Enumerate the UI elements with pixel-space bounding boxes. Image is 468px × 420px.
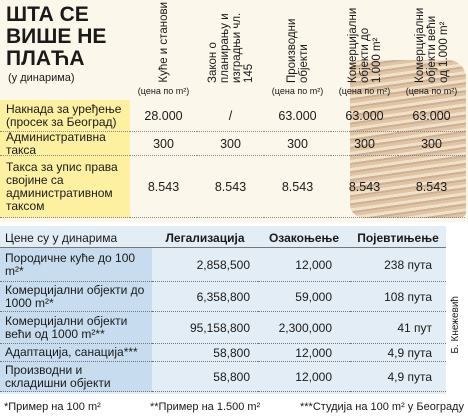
column-header: Закон о планирању и изградњи чл. 145 bbox=[197, 0, 264, 84]
fee-cell: 8.543 bbox=[130, 156, 197, 218]
table-cell: 2,858,500 bbox=[152, 248, 258, 282]
fee-cell: 300 bbox=[398, 132, 465, 156]
table-cell: 108 пута bbox=[350, 282, 446, 312]
row-label: Производни и складишни објекти bbox=[0, 362, 152, 392]
table-header: Легализација bbox=[152, 228, 258, 248]
table-header: Цене су у динарима bbox=[0, 228, 152, 248]
row-label: Породичне куће до 100 m²* bbox=[0, 248, 152, 282]
fee-cell: 8.543 bbox=[197, 156, 264, 218]
credit: Б. Кнежевић bbox=[450, 296, 466, 400]
fee-cell: 63.000 bbox=[331, 100, 398, 132]
column-header: Производни објекти bbox=[264, 0, 331, 84]
column-unit: (цена по m²) bbox=[137, 86, 190, 96]
fee-cell: 8.543 bbox=[264, 156, 331, 218]
table-cell: 12,000 bbox=[258, 248, 350, 282]
fee-cell: 300 bbox=[264, 132, 331, 156]
fee-cell: 300 bbox=[331, 132, 398, 156]
fee-cell: 63.000 bbox=[398, 100, 465, 132]
column-header-text: Закон о планирању и изградњи чл. 145 bbox=[206, 12, 255, 83]
fee-cell: 300 bbox=[130, 132, 197, 156]
footnote: ***Студија на 100 m² у Београду bbox=[300, 401, 464, 413]
fee-cell: / bbox=[197, 100, 264, 132]
title: ШТА СЕ ВИШЕ НЕ ПЛАЋА bbox=[6, 3, 107, 70]
table-header: Појевтињење bbox=[350, 228, 446, 248]
table-cell: 4,9 пута bbox=[350, 344, 446, 362]
table-cell: 41 пут bbox=[350, 312, 446, 344]
table-header: Озакоњење bbox=[258, 228, 350, 248]
table-cell: 59,000 bbox=[258, 282, 350, 312]
row-label: Накнада за уређење (просек за Београд) bbox=[0, 100, 130, 132]
row-label: Адаптација, санација*** bbox=[0, 344, 152, 362]
column-unit: (цена по m²) bbox=[271, 86, 324, 96]
table-cell: 238 пута bbox=[350, 248, 446, 282]
column-header-text: Комерцијални објекти до 1.000 m² bbox=[346, 7, 383, 83]
subtitle: (у динарима) bbox=[8, 72, 75, 84]
column-header: Комерцијални објекти већи од 1.000 m² bbox=[398, 0, 465, 84]
column-header: Куће и станови bbox=[130, 0, 197, 84]
column-header-text: Производни објекти bbox=[285, 18, 310, 83]
table-cell: 58,800 bbox=[152, 344, 258, 362]
footnote: **Пример на 1.500 m² bbox=[150, 401, 261, 413]
table-cell: 58,800 bbox=[152, 362, 258, 392]
fee-cell: 63.000 bbox=[264, 100, 331, 132]
fee-cell: 8.543 bbox=[331, 156, 398, 218]
row-label: Такса за упис права својине са администр… bbox=[0, 156, 130, 218]
column-unit: (цена по m²) bbox=[405, 86, 458, 96]
table-cell: 4,9 пута bbox=[350, 362, 446, 392]
table-cell: 6,358,800 bbox=[152, 282, 258, 312]
column-header: Комерцијални објекти до 1.000 m² bbox=[331, 0, 398, 84]
row-label: Административна такса bbox=[0, 130, 130, 156]
credit-text: Б. Кнежевић bbox=[450, 296, 461, 354]
fee-cell: 28.000 bbox=[130, 100, 197, 132]
row-label: Комерцијални објекти већи од 1000 m²** bbox=[0, 312, 152, 344]
table-cell: 12,000 bbox=[258, 344, 350, 362]
row-label: Комерцијални објекти до 1000 m²* bbox=[0, 282, 152, 312]
fee-cell: 300 bbox=[197, 132, 264, 156]
footnote: *Пример на 100 m² bbox=[4, 401, 101, 413]
column-unit: (цена по m²) bbox=[338, 86, 391, 96]
column-header-text: Куће и станови bbox=[157, 1, 170, 83]
column-header-text: Комерцијални објекти већи од 1.000 m² bbox=[413, 7, 450, 83]
table-cell: 12,000 bbox=[258, 362, 350, 392]
table-cell: 2,300,000 bbox=[258, 312, 350, 344]
fee-cell: 8.543 bbox=[398, 156, 465, 218]
money-illustration bbox=[350, 60, 466, 218]
table-cell: 95,158,800 bbox=[152, 312, 258, 344]
